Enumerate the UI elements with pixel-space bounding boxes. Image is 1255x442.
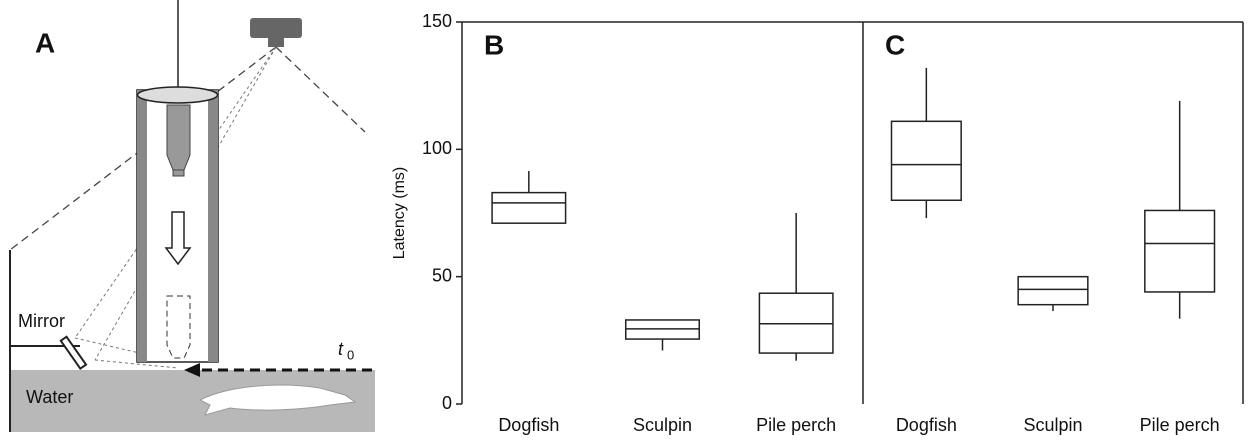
tube-top <box>136 86 219 104</box>
mirror-ray <box>94 359 179 369</box>
x-tick-label: Pile perch <box>756 415 836 435</box>
tube-wall <box>137 90 147 362</box>
time-subscript: 0 <box>347 347 354 362</box>
mirror-label: Mirror <box>18 311 65 331</box>
y-tick-label: 50 <box>432 265 452 285</box>
time-label: t <box>338 339 344 359</box>
setup-diagram: A Mirror Water t 0 <box>9 0 375 432</box>
y-axis-label: Latency (ms) <box>391 167 408 259</box>
box <box>491 191 567 224</box>
mirror <box>59 335 88 371</box>
x-tick-label: Sculpin <box>1023 415 1082 435</box>
panel-label: A <box>35 27 55 58</box>
view-line <box>9 46 277 251</box>
panel-label: B <box>484 29 504 60</box>
x-tick-label: Sculpin <box>633 415 692 435</box>
time-arrowhead <box>184 363 200 377</box>
box <box>1017 275 1089 306</box>
y-tick-label: 150 <box>422 11 452 31</box>
x-tick-label: Dogfish <box>896 415 957 435</box>
drop-arrow <box>164 211 192 266</box>
box <box>1144 209 1216 293</box>
camera <box>250 18 302 38</box>
view-line <box>275 46 366 133</box>
box <box>890 120 962 202</box>
probe <box>166 104 191 171</box>
panel-label: C <box>885 29 905 60</box>
y-tick-label: 0 <box>442 393 452 413</box>
camera-lens <box>268 38 284 47</box>
shark <box>198 384 357 416</box>
probe-final <box>166 295 191 359</box>
x-tick-label: Dogfish <box>498 415 559 435</box>
tube-wall <box>208 90 218 362</box>
probe-tip <box>172 169 185 177</box>
water-label: Water <box>26 387 73 407</box>
y-tick-label: 100 <box>422 138 452 158</box>
x-tick-label: Pile perch <box>1140 415 1220 435</box>
